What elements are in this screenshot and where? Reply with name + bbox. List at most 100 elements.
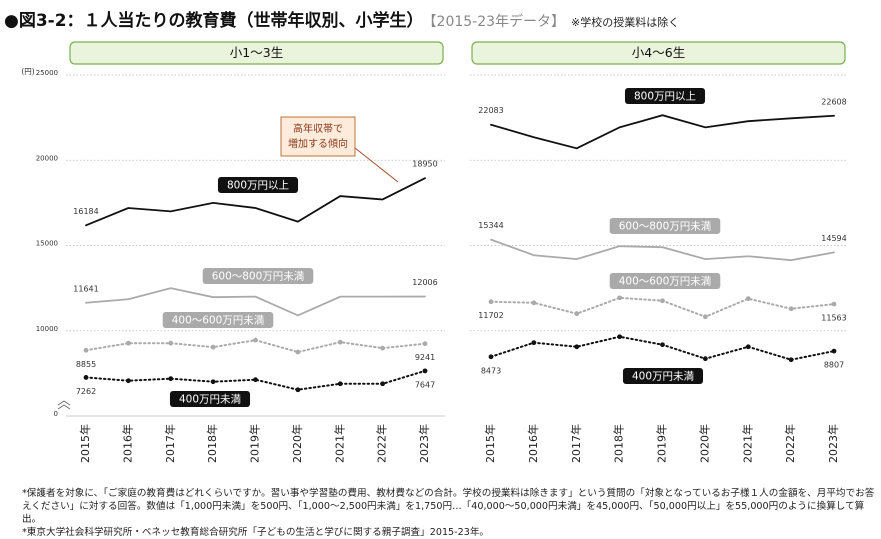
series-tag <box>609 273 721 289</box>
x-tick-label: 2017年 <box>569 424 583 463</box>
x-tick-label: 2019年 <box>655 424 669 463</box>
series-name: 800万円以上 <box>634 91 696 103</box>
series-tag <box>169 391 251 407</box>
point <box>125 378 131 384</box>
x-tick-label: 2016年 <box>120 424 134 463</box>
point <box>253 377 258 383</box>
point <box>574 344 580 350</box>
charts: 小1〜3生 (円) 0 10000 15000 20000 25000 2015年 2016年 2… <box>21 41 848 463</box>
footnote: *東京大学社会科学研究所・ベネッセ教育総合研究所「子どもの生活と学びに関する親子… <box>22 527 490 538</box>
x-tick-label: 2021年 <box>332 424 346 463</box>
point <box>788 306 794 312</box>
point <box>488 299 494 305</box>
y-tick-label: 15000 <box>36 240 58 248</box>
series-line <box>490 114 835 150</box>
value-label: 15344 <box>478 221 503 230</box>
y-unit: (円) <box>21 67 34 76</box>
point <box>702 356 708 362</box>
footnote: *保護者を対象に、「ご家庭の教育費はどれくらいですか。習い事や学習塾の費用、教材… <box>22 488 875 525</box>
point <box>210 379 216 385</box>
series-line <box>85 287 426 317</box>
series-line <box>85 177 426 227</box>
point <box>83 375 89 380</box>
point <box>168 340 174 346</box>
series-name: 400〜600万円未満 <box>619 276 712 288</box>
x-tick-label: 2022年 <box>783 424 797 463</box>
point <box>253 337 258 343</box>
value-label: 11702 <box>478 311 503 320</box>
value-label: 22608 <box>821 97 846 106</box>
point <box>745 344 751 350</box>
value-label: 9241 <box>415 353 435 362</box>
point <box>337 339 343 345</box>
header: ●図3-2：１人当たりの教育費（世帯年収別、小学生） 【2015-23年データ】 ※… <box>4 6 679 31</box>
x-tick-label: 2020年 <box>290 424 304 463</box>
series-name: 800万円以上 <box>227 180 289 192</box>
y-tick-label: 10000 <box>36 325 58 333</box>
panel-title: 小4〜6生 <box>632 45 685 60</box>
y-tick-label: 20000 <box>36 154 58 162</box>
point <box>125 340 131 346</box>
point <box>380 381 386 387</box>
x-tick-label: 2015年 <box>78 424 92 463</box>
annotation-text: 増加する傾向 <box>288 137 348 150</box>
point <box>702 314 708 320</box>
series-line <box>85 369 426 391</box>
value-label: 12006 <box>412 278 437 287</box>
y-tick-label: 25000 <box>36 69 58 77</box>
series-name: 400〜600万円未満 <box>172 315 265 327</box>
point <box>168 376 174 382</box>
point <box>660 342 665 348</box>
value-label: 7647 <box>415 380 435 389</box>
point <box>831 301 837 307</box>
panel-header <box>69 41 444 65</box>
x-tick-label: 2018年 <box>205 424 219 463</box>
series-tag <box>217 177 299 193</box>
x-tick-label: 2020年 <box>697 424 711 463</box>
series-name: 600〜800万円未満 <box>212 271 305 283</box>
series-tag <box>622 368 704 384</box>
point <box>531 300 537 306</box>
value-label: 18950 <box>412 160 437 169</box>
series-line <box>490 335 835 361</box>
annotation-leader <box>354 147 399 183</box>
series-name: 400万円未満 <box>632 371 695 383</box>
point <box>210 344 216 350</box>
value-label: 7262 <box>76 387 96 396</box>
x-tick-label: 2018年 <box>612 424 626 463</box>
series-name: 400万円未満 <box>179 394 242 406</box>
series-tag <box>162 312 274 328</box>
annotation-text: 高年収帯で <box>293 122 343 135</box>
point <box>422 368 428 374</box>
value-label: 11563 <box>821 314 846 323</box>
value-label: 16184 <box>73 207 98 216</box>
value-label: 8473 <box>481 366 501 375</box>
x-tick-label: 2021年 <box>740 424 754 463</box>
point <box>295 349 301 355</box>
x-tick-label: 2022年 <box>375 424 389 463</box>
point <box>422 341 428 347</box>
point <box>380 345 386 351</box>
value-label: 8855 <box>76 360 96 369</box>
note: ※学校の授業料は除く <box>571 16 680 29</box>
point <box>488 354 494 360</box>
point <box>83 347 89 353</box>
point <box>831 348 837 354</box>
x-tick-label: 2016年 <box>526 424 540 463</box>
series-line <box>490 238 835 262</box>
period: 【2015-23年データ】 <box>429 14 566 30</box>
title: ●図3-2：１人当たりの教育費（世帯年収別、小学生） <box>4 11 424 31</box>
y-tick-label: 0 <box>54 410 58 418</box>
point <box>531 340 537 346</box>
series-tag <box>624 88 706 104</box>
x-tick-label: 2017年 <box>163 424 177 463</box>
annotation-box <box>280 116 356 157</box>
x-tick-label: 2015年 <box>483 424 497 463</box>
footnotes: *保護者を対象に、「ご家庭の教育費はどれくらいですか。習い事や学習塾の費用、教材… <box>22 487 877 539</box>
value-label: 14594 <box>821 234 846 243</box>
point <box>617 334 623 340</box>
point <box>617 295 623 301</box>
value-label: 8807 <box>824 361 844 370</box>
point <box>660 298 665 304</box>
